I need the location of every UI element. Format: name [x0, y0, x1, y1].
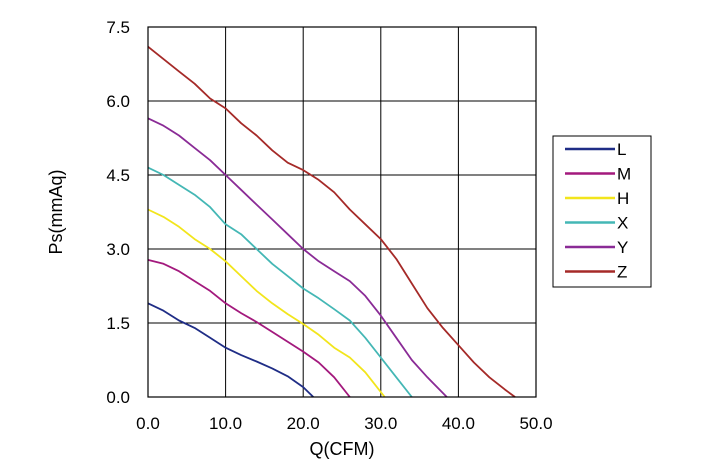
- legend-label-m: M: [617, 165, 631, 184]
- x-axis-label: Q(CFM): [310, 439, 375, 459]
- x-tick-label: 50.0: [519, 414, 552, 433]
- series-line-x: [147, 166, 413, 398]
- y-tick-label: 7.5: [106, 18, 130, 37]
- grid-lines: [147, 26, 537, 398]
- legend-box: [552, 135, 652, 288]
- x-tick-label: 0.0: [136, 414, 160, 433]
- x-tick-label: 10.0: [209, 414, 242, 433]
- series-group: [147, 45, 516, 398]
- legend-label-z: Z: [617, 263, 627, 282]
- legend-label-l: L: [617, 140, 626, 159]
- series-line-z: [147, 45, 516, 398]
- y-tick-label: 6.0: [106, 92, 130, 111]
- legend-label-x: X: [617, 214, 628, 233]
- legend-label-h: H: [617, 189, 629, 208]
- legend-label-y: Y: [617, 238, 628, 257]
- plot-frame: [147, 26, 537, 398]
- series-line-y: [147, 117, 448, 398]
- series-line-h: [147, 208, 386, 398]
- x-tick-labels: 0.0 10.0 20.0 30.0 40.0 50.0: [136, 414, 552, 433]
- x-tick-label: 40.0: [442, 414, 475, 433]
- y-axis-label: Ps(mmAq): [46, 170, 66, 255]
- y-tick-label: 4.5: [106, 166, 130, 185]
- y-tick-label: 0.0: [106, 388, 130, 407]
- y-tick-label: 1.5: [106, 314, 130, 333]
- y-tick-labels: 0.0 1.5 3.0 4.5 6.0 7.5: [106, 18, 130, 407]
- x-tick-label: 30.0: [364, 414, 397, 433]
- x-tick-label: 20.0: [287, 414, 320, 433]
- series-line-m: [147, 259, 351, 398]
- series-line-l: [147, 302, 314, 398]
- y-tick-label: 3.0: [106, 240, 130, 259]
